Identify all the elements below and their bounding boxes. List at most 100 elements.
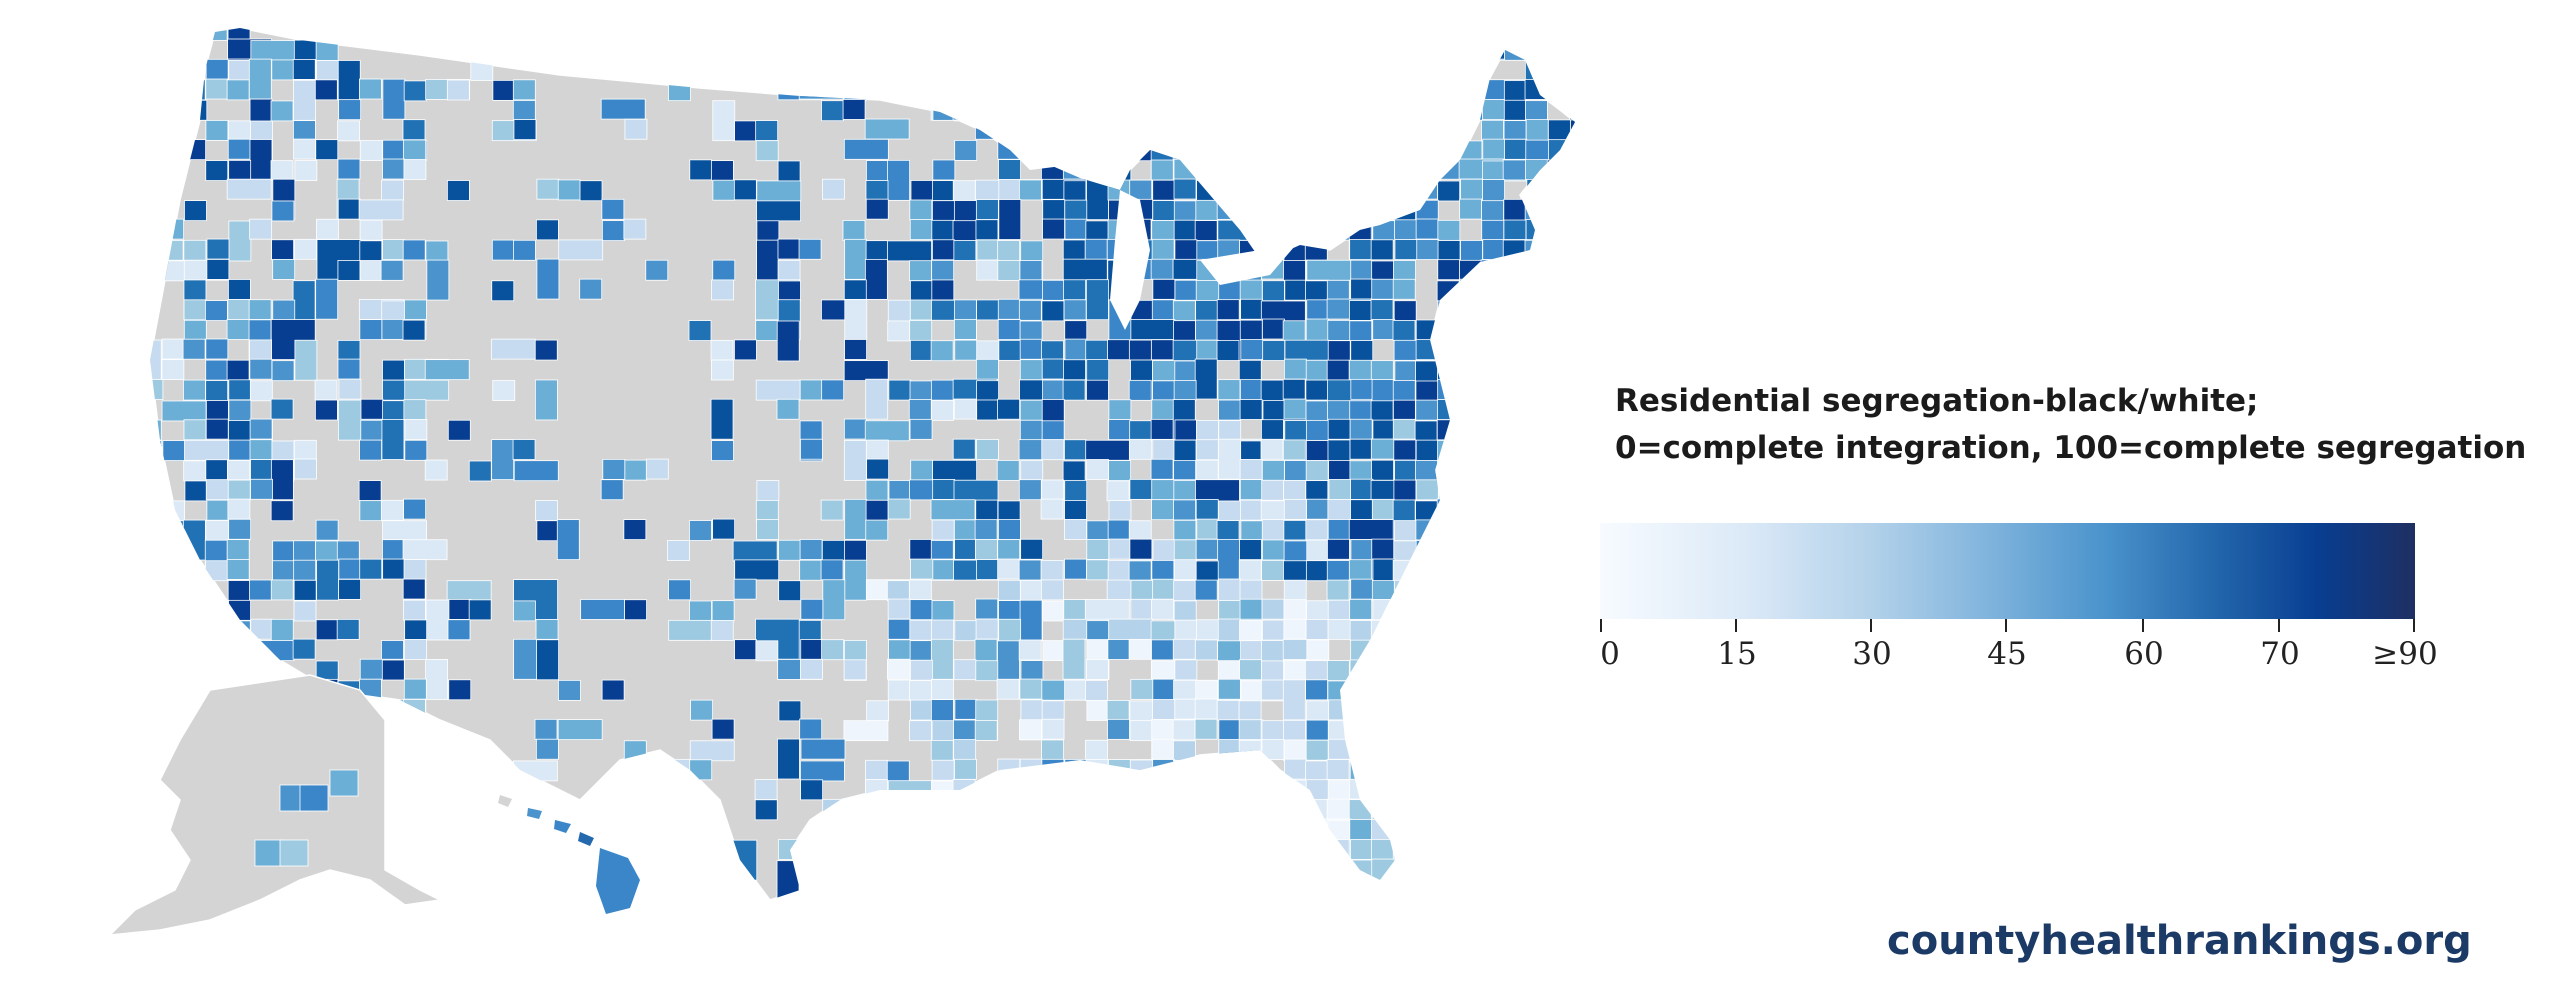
county-cell [228, 159, 252, 181]
county-cell [601, 679, 625, 701]
county-cell [1460, 459, 1505, 481]
county-cell [272, 258, 296, 280]
county-cell [1570, 779, 1575, 801]
county-cell [799, 379, 823, 401]
county-cell [1238, 719, 1262, 741]
county-cell [1173, 859, 1197, 880]
county-cell [360, 260, 383, 281]
county-cell [426, 259, 450, 301]
county-cell [227, 498, 251, 520]
county-cell [1415, 519, 1439, 541]
county-cell [1283, 618, 1307, 640]
county-cell [1392, 818, 1416, 840]
county-cell [382, 400, 405, 422]
county-cell [975, 598, 999, 620]
county-cell [1393, 39, 1417, 61]
county-cell [228, 599, 251, 621]
county-cell [844, 339, 867, 360]
county-cell [1349, 759, 1373, 781]
county-cell [1480, 538, 1504, 560]
county-cell [1459, 859, 1504, 881]
county-cell [601, 220, 625, 242]
county-cell [1371, 538, 1395, 560]
county-cell [1394, 899, 1417, 900]
county-cell [1459, 140, 1483, 162]
county-cell [1568, 139, 1575, 161]
county-cell [1152, 99, 1176, 121]
county-cell [1173, 779, 1196, 801]
county-cell [1459, 338, 1483, 360]
county-cell [909, 619, 933, 641]
county-cell [1040, 560, 1064, 581]
county-cell [1305, 119, 1329, 141]
legend-tick-mark [2142, 619, 2144, 632]
county-cell [1172, 300, 1196, 322]
county-cell [1040, 498, 1064, 520]
county-cell [1195, 199, 1219, 221]
county-cell [843, 839, 867, 861]
county-cell [1195, 300, 1219, 321]
county-cell [1371, 640, 1395, 661]
county-cell [1480, 739, 1504, 761]
county-cell [1569, 840, 1575, 862]
county-cell [1327, 418, 1351, 440]
county-cell [821, 100, 844, 122]
county-cell [1194, 220, 1218, 241]
county-cell [844, 498, 868, 540]
county-cell [688, 899, 712, 900]
county-cell [799, 539, 823, 560]
county-cell [1306, 259, 1352, 281]
county-cell [1150, 339, 1174, 361]
county-cell [1371, 699, 1394, 721]
county-cell [206, 238, 230, 260]
county-cell [1524, 239, 1548, 261]
county-cell [1240, 838, 1264, 860]
county-cell [1107, 79, 1131, 121]
county-cell [908, 858, 932, 880]
county-cell [799, 559, 823, 581]
county-cell [1108, 40, 1132, 62]
county-cell [976, 799, 1000, 821]
county-cell [1392, 399, 1416, 421]
county-cell [161, 540, 185, 582]
county-cell [1502, 239, 1526, 281]
county-cell [997, 558, 1021, 580]
county-cell [1458, 499, 1504, 521]
county-cell [954, 758, 977, 780]
county-cell [292, 280, 316, 322]
county-cell [360, 398, 384, 420]
county-cell [1305, 140, 1329, 162]
county-cell [150, 698, 163, 720]
county-cell [1262, 179, 1286, 201]
county-cell [160, 39, 184, 60]
county-cell [1394, 620, 1418, 642]
county-cell [1437, 659, 1461, 681]
county-cell [1261, 479, 1285, 501]
county-cell [1569, 180, 1575, 201]
county-cell [1525, 539, 1571, 561]
county-cell [1305, 59, 1329, 101]
county-cell [712, 259, 736, 281]
county-cell [293, 600, 317, 622]
county-cell [865, 899, 889, 900]
county-cell [227, 299, 251, 320]
county-cell [800, 658, 823, 680]
county-cell [1525, 319, 1549, 341]
county-cell [228, 518, 252, 540]
county-cell [1504, 39, 1550, 61]
county-cell [404, 639, 428, 660]
county-cell [249, 358, 273, 380]
county-cell [1284, 339, 1330, 361]
county-cell [1416, 679, 1440, 701]
county-cell [1150, 859, 1174, 880]
county-cell [909, 260, 932, 282]
county-cell [1348, 199, 1372, 221]
county-cell [1283, 520, 1307, 541]
county-cell [1042, 600, 1066, 622]
legend-tick-mark [1735, 619, 1737, 632]
county-cell [1019, 58, 1042, 80]
county-cell [1018, 559, 1042, 581]
county-cell [469, 899, 492, 900]
county-cell [1173, 60, 1219, 81]
county-cell [930, 499, 976, 521]
